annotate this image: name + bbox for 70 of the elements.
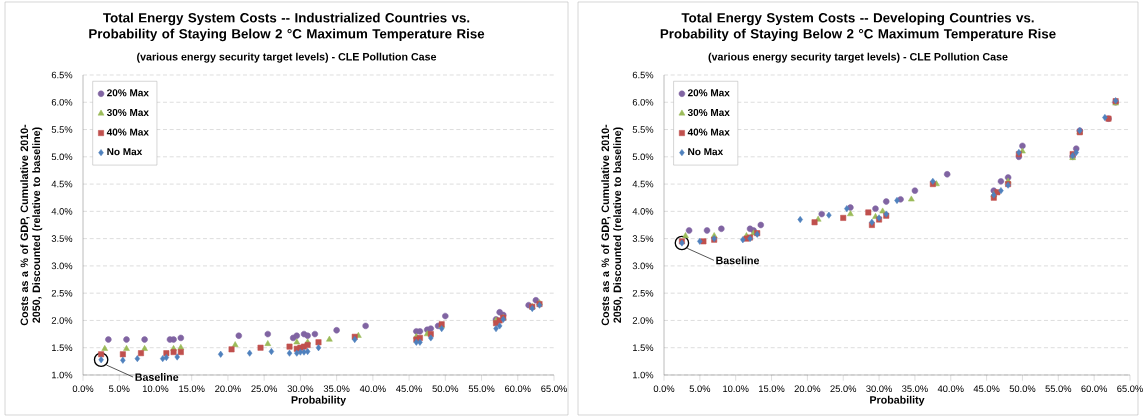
chart-subtitle: (various energy security target levels) - CLE Pollution Case (137, 52, 437, 63)
x-tick-label: 60.0% (1081, 385, 1108, 392)
y-tick-label: 5.0% (51, 153, 73, 161)
x-tick-label: 40.0% (359, 385, 386, 392)
legend-label: 40% Max (687, 128, 730, 136)
x-tick-label: 60.0% (505, 385, 531, 392)
y-tick-label: 4.0% (51, 208, 73, 215)
annotation: Baseline (135, 373, 179, 381)
y-tick-label: 5.5% (632, 126, 654, 133)
y-tick-label: 4.5% (632, 180, 654, 188)
x-tick-label: 15.0% (179, 385, 205, 392)
y-tick-label: 2.0% (51, 317, 73, 324)
x-axis-title: Probability (291, 395, 347, 406)
x-tick-label: 45.0% (396, 385, 422, 392)
legend-label: 20% Max (687, 89, 730, 97)
x-tick-label: 65.0% (541, 385, 567, 392)
x-tick-label: 20.0% (794, 385, 821, 392)
x-tick-label: 15.0% (759, 385, 785, 392)
y-tick-label: 3.0% (632, 262, 654, 270)
y-tick-label: 1.0% (633, 371, 654, 379)
y-tick-label: 2.5% (51, 289, 73, 297)
y-tick-label: 6.0% (51, 98, 73, 106)
legend-label: 30% Max (106, 108, 149, 116)
legend-label: No Max (107, 148, 143, 156)
x-tick-label: 55.0% (1045, 385, 1072, 392)
legend-label: 30% Max (687, 108, 730, 116)
y-tick-label: 6.0% (632, 98, 654, 106)
y-axis-title: Costs as a % of GDP, Cumulative 2010-2050, Discounted (relative to baseline) (601, 124, 624, 326)
legend-label: 40% Max (106, 128, 149, 136)
y-tick-label: 1.5% (633, 344, 654, 351)
y-tick-label: 4.5% (51, 180, 73, 188)
y-tick-label: 4.0% (632, 208, 654, 215)
x-tick-label: 35.0% (323, 385, 350, 392)
y-tick-label: 1.0% (52, 371, 73, 379)
y-tick-label: 5.5% (51, 126, 73, 133)
x-tick-label: 30.0% (866, 385, 892, 392)
x-tick-label: 10.0% (142, 385, 169, 392)
x-tick-label: 0.0% (72, 385, 94, 392)
x-tick-label: 0.0% (653, 385, 675, 392)
y-axis-title: Costs as a % of GDP, Cumulative 2010-2050, Discounted (relative to baseline) (20, 124, 43, 326)
x-tick-label: 5.0% (108, 385, 130, 392)
chart-title: Total Energy System Costs -- Developing Countries vs. Probability of Staying Below 2 °C Maximum Temperature Rise (660, 12, 1056, 42)
y-tick-label: 3.5% (632, 235, 654, 242)
x-tick-label: 50.0% (432, 385, 459, 392)
y-tick-label: 2.0% (632, 317, 654, 324)
x-tick-label: 10.0% (723, 385, 749, 392)
x-tick-label: 5.0% (689, 385, 711, 392)
x-tick-label: 45.0% (973, 385, 1000, 392)
x-axis-title: Probability (870, 395, 925, 406)
x-tick-label: 55.0% (468, 385, 495, 392)
x-tick-label: 30.0% (287, 385, 314, 392)
annotation: Baseline (716, 256, 760, 265)
y-tick-label: 5.0% (632, 153, 654, 161)
y-tick-label: 3.5% (51, 235, 73, 242)
y-tick-label: 1.5% (52, 344, 73, 351)
legend-label: 20% Max (107, 89, 149, 97)
y-tick-label: 6.5% (632, 71, 654, 79)
x-tick-label: 50.0% (1009, 385, 1036, 392)
chart-title: Total Energy System Costs -- Industrialized Countries vs. Probability of Staying Below 2 °C Maximum Temperature Rise (89, 12, 485, 42)
chart-subtitle: (various energy security target levels) - CLE Pollution Case (708, 52, 1008, 63)
x-tick-label: 40.0% (937, 385, 964, 392)
legend-label: No Max (688, 148, 724, 156)
y-tick-label: 2.5% (632, 289, 654, 297)
x-tick-label: 25.0% (830, 385, 857, 392)
x-tick-label: 65.0% (1117, 385, 1143, 392)
x-tick-label: 20.0% (215, 385, 241, 392)
y-tick-label: 3.0% (51, 262, 73, 270)
x-tick-label: 25.0% (251, 385, 278, 392)
y-tick-label: 6.5% (51, 71, 73, 79)
x-tick-label: 35.0% (902, 385, 928, 392)
